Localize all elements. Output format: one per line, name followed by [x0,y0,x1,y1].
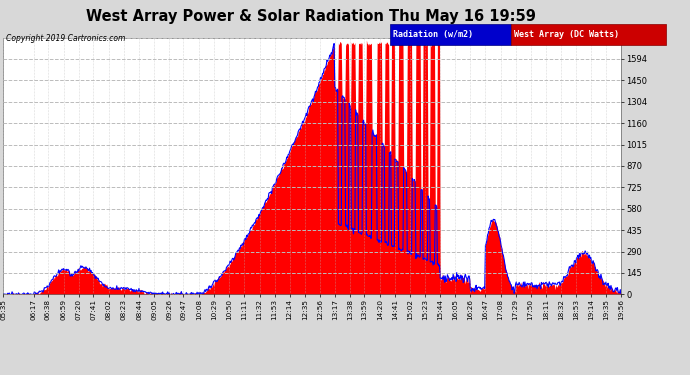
Text: Radiation (w/m2): Radiation (w/m2) [393,30,473,39]
Text: West Array (DC Watts): West Array (DC Watts) [514,30,619,39]
Text: West Array Power & Solar Radiation Thu May 16 19:59: West Array Power & Solar Radiation Thu M… [86,9,535,24]
Text: Copyright 2019 Cartronics.com: Copyright 2019 Cartronics.com [6,34,125,43]
